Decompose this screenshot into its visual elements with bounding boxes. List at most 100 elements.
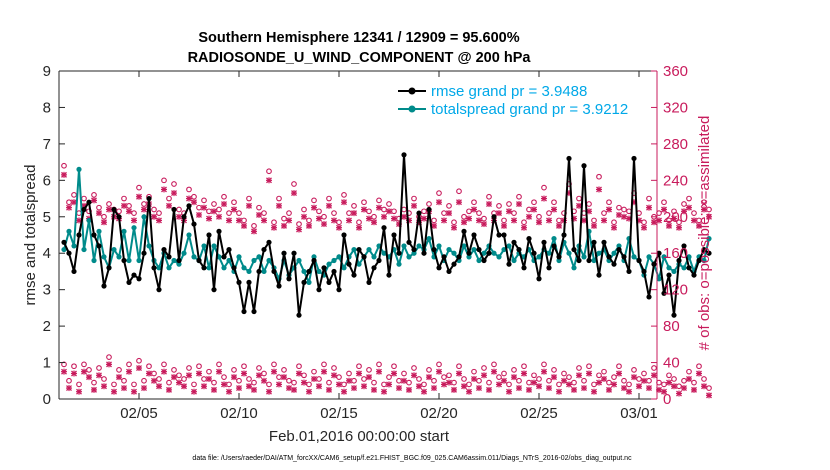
obs-possible-marker [586, 363, 592, 370]
obs-possible-marker [146, 363, 152, 370]
rmse-point [601, 239, 607, 245]
y-axis-right-label: # of obs: o=possible; ×=assimilated [696, 116, 713, 351]
totalspread-point [461, 243, 467, 249]
rmse-point [156, 287, 162, 293]
rmse-point [291, 250, 297, 256]
obs-assimilated-marker [321, 221, 327, 228]
obs-assimilated-marker [161, 368, 167, 375]
obs-assimilated-marker [626, 388, 632, 395]
obs-assimilated-marker [91, 386, 97, 393]
obs-possible-marker [446, 372, 452, 379]
obs-assimilated-marker [416, 383, 422, 390]
obs-assimilated-marker [666, 222, 672, 229]
rmse-point [336, 287, 342, 293]
rmse-point [621, 254, 627, 260]
obs-assimilated-marker [311, 204, 317, 211]
obs-assimilated-marker [301, 213, 307, 220]
obs-possible-marker [601, 368, 607, 375]
rmse-point [116, 214, 122, 220]
totalspread-point [76, 166, 82, 172]
totalspread-point [416, 243, 422, 249]
obs-assimilated-marker [181, 383, 187, 390]
obs-assimilated-marker [241, 370, 247, 377]
obs-assimilated-marker [66, 204, 72, 211]
legend: rmse grand pr = 3.9488 totalspread grand… [391, 78, 646, 122]
y-right-tick-label: 280 [663, 136, 688, 153]
rmse-point [501, 232, 507, 238]
rmse-point [171, 206, 177, 213]
obs-assimilated-marker [281, 374, 287, 381]
totalspread-point [81, 246, 87, 253]
totalspread-point [611, 250, 617, 256]
rmse-point [676, 257, 682, 264]
obs-assimilated-marker [71, 370, 77, 377]
obs-assimilated-marker [136, 365, 142, 372]
rmse-point [451, 261, 457, 267]
rmse-point [691, 272, 697, 278]
rmse-point [236, 279, 242, 285]
obs-assimilated-marker [646, 204, 652, 211]
obs-assimilated-marker [231, 374, 237, 381]
obs-possible-marker [581, 377, 587, 384]
obs-possible-marker [576, 365, 582, 371]
obs-assimilated-marker [546, 217, 552, 224]
rmse-point [651, 261, 657, 267]
rmse-point [366, 279, 372, 285]
rmse-point [311, 257, 317, 264]
legend-totalspread-label: totalspread grand pr = 3.9212 [431, 101, 628, 118]
rmse-point [491, 214, 497, 220]
obs-possible-marker [551, 199, 557, 206]
totalspread-point [351, 246, 357, 253]
obs-assimilated-marker [516, 385, 522, 392]
obs-assimilated-marker [266, 388, 272, 395]
obs-possible-marker [231, 366, 237, 373]
obs-possible-marker [621, 206, 627, 213]
obs-possible-marker [426, 201, 432, 207]
obs-possible-marker [171, 181, 177, 187]
totalspread-point [166, 265, 172, 271]
obs-assimilated-marker [261, 377, 267, 384]
rmse-point [196, 257, 202, 264]
obs-possible-marker [501, 370, 507, 377]
rmse-point [276, 283, 282, 289]
obs-assimilated-marker [266, 177, 272, 184]
obs-assimilated-marker [126, 368, 132, 375]
obs-possible-marker [451, 219, 457, 226]
rmse-point [151, 265, 157, 271]
obs-assimilated-marker [436, 368, 442, 375]
rmse-point [396, 250, 402, 256]
obs-assimilated-marker [186, 372, 192, 379]
obs-possible-marker [316, 208, 322, 215]
obs-assimilated-marker [461, 383, 467, 390]
obs-possible-marker [436, 190, 442, 196]
obs-assimilated-marker [76, 388, 82, 395]
obs-assimilated-marker [166, 202, 172, 209]
obs-assimilated-marker [601, 375, 607, 382]
obs-assimilated-marker [156, 383, 162, 390]
obs-possible-marker [351, 202, 357, 209]
totalspread-point [356, 261, 362, 267]
obs-possible-marker [691, 210, 697, 216]
obs-possible-marker [176, 206, 182, 213]
obs-assimilated-marker [146, 370, 152, 377]
obs-assimilated-marker [471, 206, 477, 213]
obs-assimilated-marker [706, 213, 712, 220]
obs-possible-marker [521, 363, 527, 370]
obs-possible-marker [606, 199, 612, 206]
obs-assimilated-marker [501, 377, 507, 384]
obs-possible-marker [131, 381, 137, 388]
rmse-point [511, 239, 517, 245]
totalspread-point [226, 257, 232, 264]
obs-possible-marker [366, 366, 372, 373]
obs-assimilated-marker [591, 388, 597, 395]
totalspread-point [666, 265, 672, 271]
totalspread-point [401, 243, 407, 249]
obs-possible-marker [356, 219, 362, 226]
obs-assimilated-marker [206, 215, 212, 222]
totalspread-point [211, 243, 217, 249]
rmse-point [246, 279, 252, 285]
obs-assimilated-marker [236, 217, 242, 224]
rmse-point [521, 265, 527, 271]
y-left-tick-label: 7 [43, 136, 51, 153]
rmse-point [471, 232, 477, 238]
